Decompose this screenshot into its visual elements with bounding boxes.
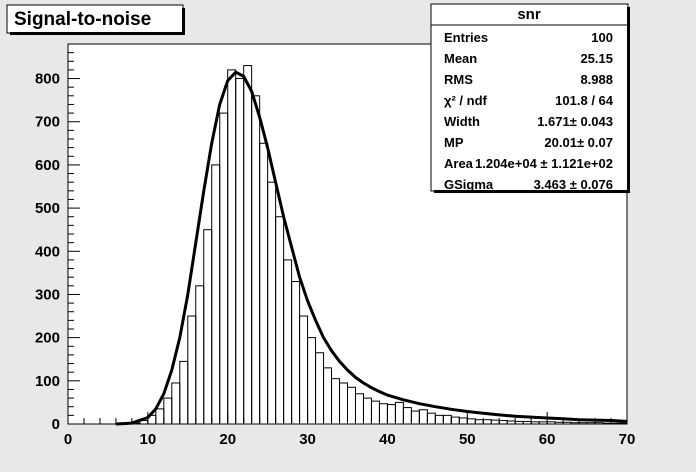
- stats-row-value: 25.15: [580, 51, 613, 66]
- y-tick-label: 300: [35, 286, 60, 303]
- x-tick-label: 20: [219, 431, 236, 448]
- stats-row-label: Width: [444, 114, 480, 129]
- y-tick-label: 500: [35, 200, 60, 217]
- stats-row-value: 1.671± 0.043: [537, 114, 613, 129]
- stats-row-label: MP: [444, 135, 464, 150]
- y-tick-label: 400: [35, 243, 60, 260]
- stats-row-value: 100: [591, 30, 613, 45]
- histogram-bar: [618, 422, 628, 425]
- stats-row-label: Area: [444, 156, 474, 171]
- stats-row-label: χ² / ndf: [444, 93, 488, 108]
- histogram-bar: [602, 422, 612, 425]
- stats-row-value: 20.01± 0.07: [544, 135, 613, 150]
- stats-row-value: 1.204e+04 ± 1.121e+02: [475, 156, 613, 171]
- title-box: Signal-to-noise: [6, 4, 185, 35]
- y-tick-label: 100: [35, 373, 60, 390]
- stats-row-label: Entries: [444, 30, 488, 45]
- y-tick-label: 200: [35, 330, 60, 347]
- x-tick-label: 30: [299, 431, 316, 448]
- fit-curve: [115, 70, 628, 426]
- stats-row-label: RMS: [444, 72, 473, 87]
- y-tick-label: 800: [35, 71, 60, 88]
- chart-title: Signal-to-noise: [14, 9, 151, 30]
- stats-box: snr Entries 100 Mean 25.15 RMS 8.988 χ² / ndf 1…: [430, 3, 630, 193]
- x-tick-label: 0: [64, 431, 72, 448]
- x-tick-label: 60: [539, 431, 556, 448]
- y-tick-label: 600: [35, 157, 60, 174]
- stats-header: snr: [517, 6, 541, 23]
- x-tick-label: 70: [619, 431, 636, 448]
- y-tick-label: 0: [52, 416, 60, 433]
- stats-row-value: 3.463 ± 0.076: [534, 177, 613, 192]
- stats-row-value: 8.988: [580, 72, 613, 87]
- stats-row-label: GSigma: [444, 177, 494, 192]
- x-tick-label: 10: [140, 431, 157, 448]
- histogram-bar: [610, 422, 620, 425]
- stats-row-value: 101.8 / 64: [555, 93, 614, 108]
- stats-row-label: Mean: [444, 51, 477, 66]
- y-tick-label: 700: [35, 114, 60, 131]
- x-tick-label: 40: [379, 431, 396, 448]
- x-tick-label: 50: [459, 431, 476, 448]
